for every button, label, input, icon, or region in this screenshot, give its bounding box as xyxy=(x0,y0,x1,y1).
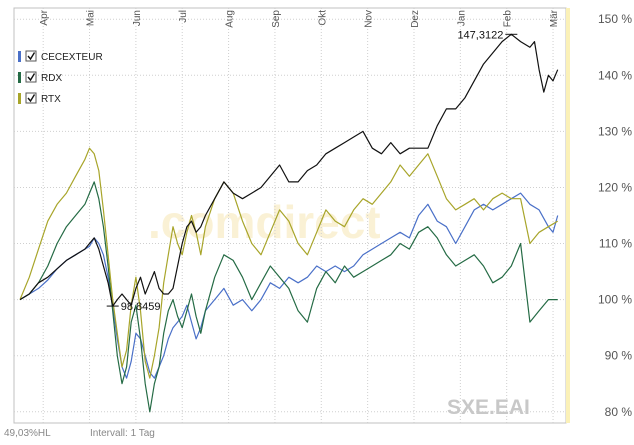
x-tick-label: Apr xyxy=(39,9,50,25)
x-tick-label: Sep xyxy=(271,10,282,28)
y-tick-label: 100 % xyxy=(598,293,632,307)
series-line xyxy=(19,192,559,379)
x-tick-label: Okt xyxy=(317,10,328,26)
y-tick-label: 110 % xyxy=(599,237,632,251)
watermark: .comdirect xyxy=(148,196,381,248)
series-line xyxy=(19,181,558,413)
x-tick-label: Dez xyxy=(410,10,421,28)
checkmark-icon xyxy=(27,52,36,61)
legend-checkbox[interactable] xyxy=(25,50,37,62)
checkmark-icon xyxy=(27,73,36,82)
y-tick-label: 150 % xyxy=(598,12,632,26)
current-period-rail xyxy=(566,8,570,423)
legend-label: RTX xyxy=(41,94,61,105)
x-tick-label: Nov xyxy=(364,10,375,28)
legend-checkbox[interactable] xyxy=(25,92,37,104)
y-tick-label: 130 % xyxy=(598,124,632,138)
x-tick-label: Jul xyxy=(178,10,189,23)
symbol-badge: SXE.EAI xyxy=(447,396,530,419)
footer-interval: Intervall: 1 Tag xyxy=(90,428,155,439)
annotation-label: 98,8459 xyxy=(121,301,161,313)
x-tick-label: Jan xyxy=(456,10,467,26)
legend: CECEXTEUR RDX RTX xyxy=(18,50,103,105)
legend-checkbox[interactable] xyxy=(25,71,37,83)
series-line xyxy=(19,147,559,379)
y-tick-label: 120 % xyxy=(598,180,632,194)
y-axis-labels: 150 % 140 % 130 % 120 % 110 % 100 % 90 % 80 % xyxy=(598,12,632,419)
legend-item[interactable]: CECEXTEUR xyxy=(18,50,103,63)
legend-color-swatch xyxy=(18,93,21,104)
x-axis-labels: Apr Mai Jun Jul Aug Sep Okt Nov Dez Jan Feb Mär xyxy=(39,9,560,27)
x-tick-label: Jun xyxy=(132,10,143,26)
grid xyxy=(13,7,570,424)
x-tick-label: Mär xyxy=(549,9,560,27)
legend-item[interactable]: RDX xyxy=(18,71,62,84)
legend-item[interactable]: RTX xyxy=(18,92,61,105)
y-tick-label: 140 % xyxy=(598,68,632,82)
checkmark-icon xyxy=(27,94,36,103)
x-tick-label: Feb xyxy=(503,10,514,28)
legend-label: CECEXTEUR xyxy=(41,52,103,63)
series-lines xyxy=(19,33,559,413)
series-line xyxy=(19,33,559,307)
legend-label: RDX xyxy=(41,73,62,84)
footer-range: 49,03%HL xyxy=(4,428,51,439)
x-tick-label: Aug xyxy=(225,10,236,28)
y-tick-label: 90 % xyxy=(605,349,633,363)
y-tick-label: 80 % xyxy=(605,405,633,419)
x-tick-label: Mai xyxy=(86,10,97,26)
legend-color-swatch xyxy=(18,72,21,83)
legend-color-swatch xyxy=(18,51,21,62)
annotation-label: 147,3122 xyxy=(457,29,503,41)
annotations: 98,8459 147,3122 xyxy=(106,29,518,313)
